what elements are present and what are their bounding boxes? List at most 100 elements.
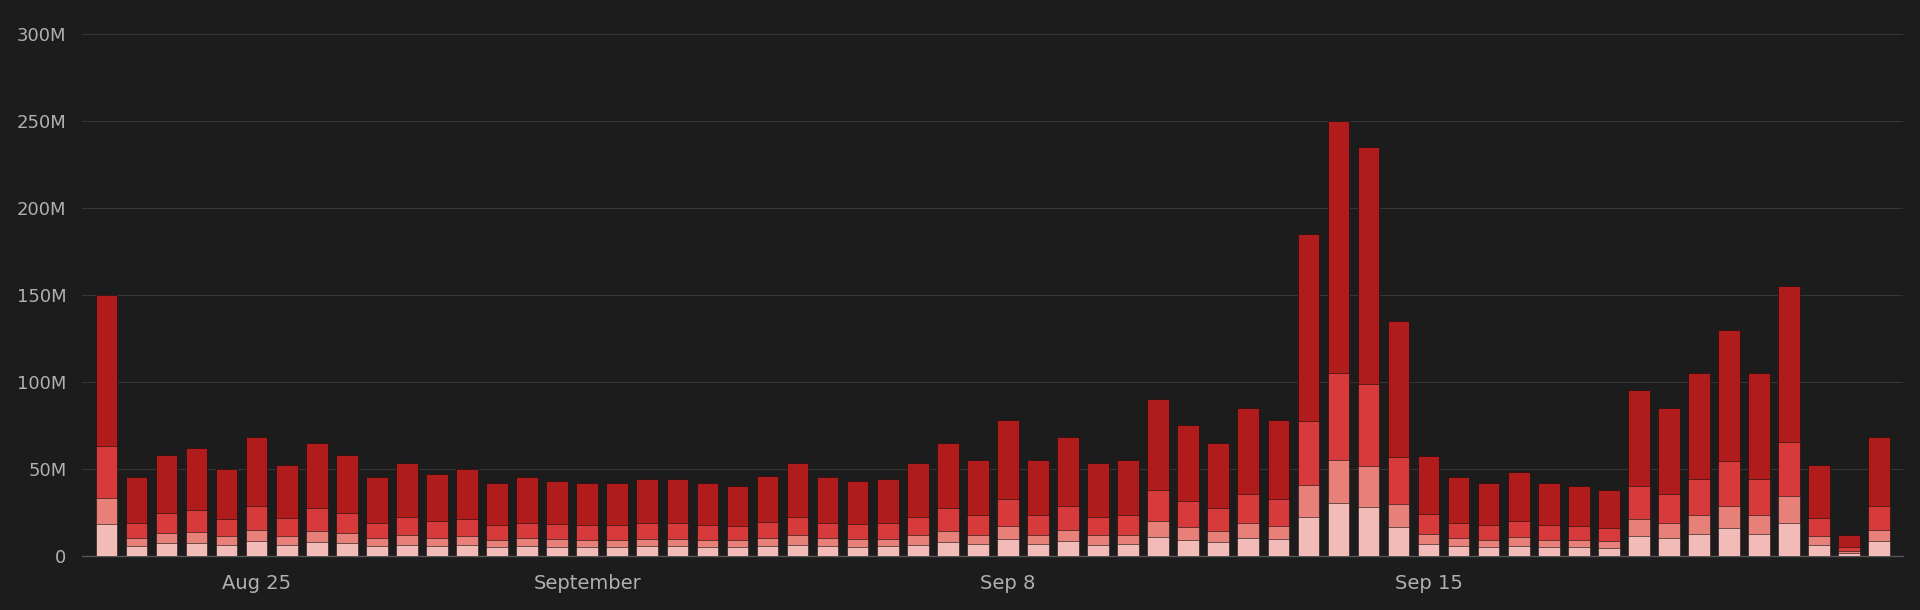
Bar: [305, 542, 328, 556]
Bar: [576, 547, 597, 556]
Bar: [1027, 515, 1048, 556]
Bar: [1177, 425, 1198, 556]
Bar: [756, 546, 778, 556]
Bar: [336, 533, 357, 556]
Bar: [1357, 147, 1379, 556]
Bar: [516, 539, 538, 556]
Bar: [1327, 503, 1350, 556]
Bar: [607, 547, 628, 556]
Bar: [125, 546, 148, 556]
Bar: [396, 536, 419, 556]
Bar: [1718, 461, 1740, 556]
Bar: [246, 437, 267, 556]
Bar: [486, 539, 509, 556]
Bar: [367, 546, 388, 556]
Bar: [1688, 479, 1711, 556]
Bar: [968, 544, 989, 556]
Bar: [1628, 536, 1649, 556]
Bar: [367, 478, 388, 556]
Bar: [787, 545, 808, 556]
Bar: [1749, 515, 1770, 556]
Bar: [1298, 420, 1319, 556]
Bar: [1478, 525, 1500, 556]
Bar: [1208, 508, 1229, 556]
Bar: [1507, 545, 1530, 556]
Bar: [1298, 485, 1319, 556]
Bar: [666, 547, 687, 556]
Bar: [1778, 497, 1799, 556]
Bar: [96, 446, 117, 556]
Bar: [305, 531, 328, 556]
Bar: [1749, 479, 1770, 556]
Bar: [1267, 539, 1288, 556]
Bar: [215, 545, 238, 556]
Bar: [547, 539, 568, 556]
Bar: [847, 539, 868, 556]
Bar: [1027, 460, 1048, 556]
Bar: [1688, 515, 1711, 556]
Bar: [246, 506, 267, 556]
Bar: [1597, 548, 1620, 556]
Bar: [906, 517, 929, 556]
Bar: [1538, 525, 1559, 556]
Bar: [1628, 390, 1649, 556]
Bar: [726, 526, 749, 556]
Bar: [396, 464, 419, 556]
Bar: [1058, 542, 1079, 556]
Bar: [1058, 437, 1079, 556]
Bar: [336, 454, 357, 556]
Bar: [996, 526, 1020, 556]
Bar: [1087, 545, 1110, 556]
Bar: [1868, 506, 1889, 556]
Bar: [1327, 460, 1350, 556]
Bar: [1628, 486, 1649, 556]
Bar: [666, 539, 687, 556]
Bar: [1868, 542, 1889, 556]
Bar: [1357, 506, 1379, 556]
Bar: [996, 420, 1020, 556]
Bar: [1238, 523, 1260, 556]
Bar: [576, 483, 597, 556]
Bar: [215, 468, 238, 556]
Bar: [1208, 531, 1229, 556]
Bar: [937, 531, 958, 556]
Bar: [426, 522, 447, 556]
Bar: [1778, 523, 1799, 556]
Bar: [246, 529, 267, 556]
Bar: [1148, 521, 1169, 556]
Bar: [726, 540, 749, 556]
Bar: [516, 546, 538, 556]
Bar: [486, 483, 509, 556]
Bar: [1117, 515, 1139, 556]
Bar: [396, 545, 419, 556]
Bar: [1267, 498, 1288, 556]
Bar: [1177, 527, 1198, 556]
Bar: [125, 539, 148, 556]
Bar: [816, 523, 839, 556]
Bar: [1839, 551, 1860, 556]
Bar: [215, 519, 238, 556]
Bar: [1478, 539, 1500, 556]
Bar: [1448, 539, 1469, 556]
Bar: [1087, 536, 1110, 556]
Bar: [305, 443, 328, 556]
Bar: [1868, 529, 1889, 556]
Bar: [426, 474, 447, 556]
Bar: [1507, 520, 1530, 556]
Bar: [697, 547, 718, 556]
Bar: [847, 481, 868, 556]
Bar: [1569, 547, 1590, 556]
Bar: [1538, 539, 1559, 556]
Bar: [937, 508, 958, 556]
Bar: [457, 468, 478, 556]
Bar: [1417, 534, 1440, 556]
Bar: [1597, 489, 1620, 556]
Bar: [1597, 528, 1620, 556]
Bar: [1659, 538, 1680, 556]
Bar: [426, 537, 447, 556]
Bar: [1809, 465, 1830, 556]
Bar: [756, 538, 778, 556]
Bar: [1298, 517, 1319, 556]
Bar: [697, 525, 718, 556]
Bar: [1267, 526, 1288, 556]
